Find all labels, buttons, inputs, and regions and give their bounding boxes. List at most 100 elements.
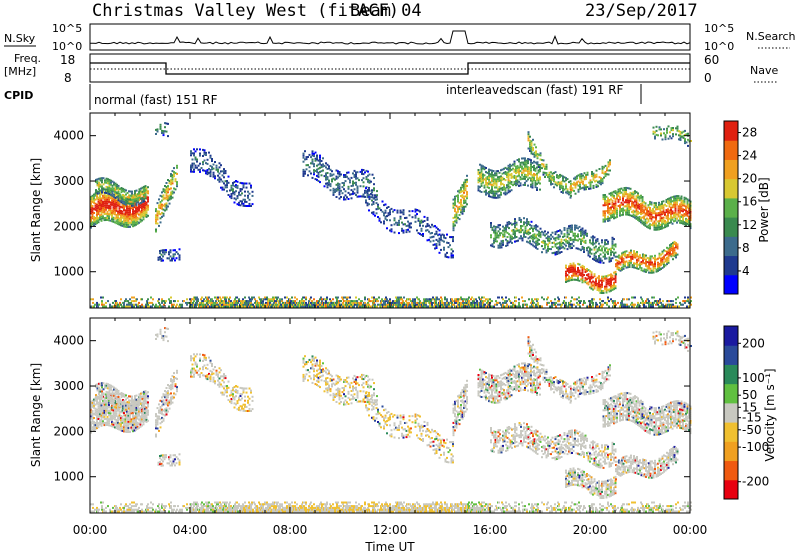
data-cell (414, 214, 417, 217)
data-cell (102, 296, 104, 299)
data-cell (610, 273, 612, 276)
data-cell (277, 300, 279, 303)
data-cell (390, 228, 393, 231)
data-cell (399, 215, 402, 218)
data-cell (556, 182, 558, 185)
data-cell (438, 233, 441, 236)
data-cell (566, 178, 569, 181)
data-cell (605, 275, 608, 278)
data-cell (91, 211, 94, 214)
data-cell (241, 192, 243, 195)
data-cell (675, 246, 677, 249)
data-cell (547, 245, 549, 248)
data-cell (337, 296, 339, 299)
cpid-mode-2: interleavedscan (fast) 191 RF (446, 83, 624, 97)
data-cell (132, 194, 135, 197)
data-cell (193, 162, 195, 165)
data-cell (376, 305, 378, 308)
data-cell (444, 253, 447, 256)
data-cell (579, 181, 581, 184)
data-cell (527, 133, 530, 136)
data-cell (635, 201, 638, 204)
data-cell (321, 298, 323, 301)
data-cell (206, 171, 209, 173)
data-cell (126, 211, 128, 214)
data-cell (539, 164, 542, 167)
data-cell (601, 259, 603, 262)
data-cell (316, 156, 318, 159)
data-cell (599, 291, 602, 294)
data-cell (601, 165, 604, 168)
data-cell (679, 203, 681, 206)
data-cell (139, 214, 142, 217)
data-cell (596, 258, 599, 261)
data-cell (334, 191, 336, 193)
data-cell (162, 212, 165, 215)
data-cell (117, 303, 119, 306)
data-cell (463, 183, 465, 186)
data-cell (455, 211, 458, 214)
data-cell (595, 282, 597, 285)
data-cell (392, 305, 394, 308)
data-cell (502, 239, 504, 242)
data-cell (493, 239, 495, 242)
data-cell (595, 257, 597, 260)
data-cell (330, 305, 332, 308)
data-cell (619, 269, 622, 272)
data-cell (202, 148, 204, 151)
data-cell (486, 178, 489, 180)
data-cell (96, 220, 98, 223)
data-cell (536, 176, 538, 179)
data-cell (497, 230, 500, 233)
data-cell (500, 246, 503, 249)
data-cell (586, 268, 588, 270)
data-cell (632, 205, 635, 208)
data-cell (579, 173, 581, 176)
data-cell (551, 174, 554, 177)
data-cell (659, 228, 662, 230)
data-cell (136, 208, 139, 211)
data-cell (124, 225, 127, 228)
data-cell (341, 186, 344, 189)
data-cell (425, 301, 427, 304)
data-cell (352, 303, 354, 306)
data-cell (639, 254, 641, 257)
data-cell (509, 236, 512, 239)
data-cell (656, 212, 659, 215)
data-cell (172, 305, 174, 308)
data-cell (141, 305, 143, 308)
data-cell (643, 217, 645, 220)
data-cell (583, 186, 586, 189)
data-cell (676, 203, 678, 206)
data-cell (138, 207, 140, 210)
data-cell (392, 300, 394, 303)
data-cell (350, 197, 353, 200)
data-cell (131, 194, 133, 197)
data-cell (545, 249, 548, 252)
data-cell (328, 181, 330, 184)
data-cell (533, 153, 536, 156)
data-cell (670, 243, 673, 245)
data-cell (164, 203, 166, 206)
data-cell (460, 201, 462, 204)
data-cell (545, 165, 548, 168)
data-cell (520, 235, 522, 238)
data-cell (452, 223, 455, 225)
data-cell (661, 203, 663, 205)
data-cell (136, 206, 139, 209)
data-cell (653, 216, 656, 219)
data-cell (95, 178, 97, 181)
data-cell (338, 171, 341, 173)
data-cell (143, 305, 145, 308)
data-cell (94, 198, 97, 201)
data-cell (683, 200, 686, 203)
data-cell (106, 210, 109, 213)
data-cell (286, 301, 288, 304)
data-cell (645, 258, 647, 261)
data-cell (547, 243, 549, 246)
data-cell (389, 211, 391, 214)
data-cell (401, 227, 403, 230)
data-cell (461, 212, 464, 215)
data-cell (527, 131, 530, 134)
data-cell (668, 201, 671, 204)
